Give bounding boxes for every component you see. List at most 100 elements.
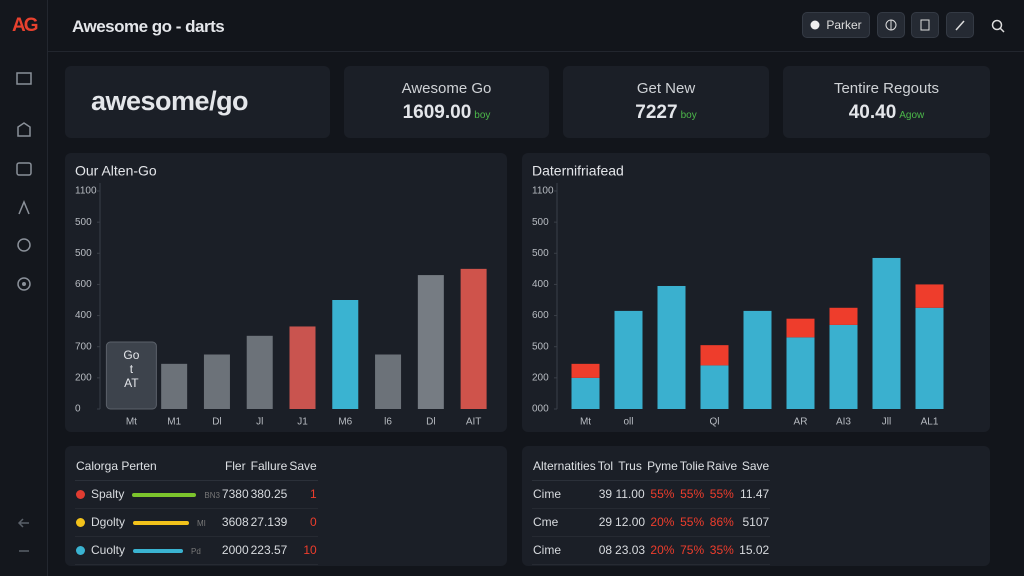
header-cell: Raive: [705, 452, 739, 481]
status-dot: [76, 490, 85, 500]
chart: Daternifriafead 000 200 500 600 400 500 500 1100…: [532, 163, 944, 428]
table-header: Alternatities Tol Trus Pyme Tolie Raive Save: [532, 452, 771, 481]
table-row: Cuolty Pd 2000 223.57 10: [75, 536, 318, 565]
bar: [332, 300, 359, 409]
x-tick-label: Jl: [256, 417, 263, 428]
cell: 55%: [705, 480, 739, 509]
table-row: Cime 39 11.00 55% 55% 55% 11.47: [532, 480, 771, 509]
nav-icon[interactable]: [14, 120, 34, 138]
chart-title: Our Alten-Go: [75, 163, 157, 179]
icon-button[interactable]: [877, 12, 905, 38]
cell: 7380: [220, 480, 250, 509]
icon-button[interactable]: [911, 12, 939, 38]
cell: 08: [596, 536, 615, 565]
bar: [289, 326, 316, 409]
bar: [915, 284, 944, 308]
cell: 29: [596, 508, 615, 537]
header-cell: Fler: [220, 452, 250, 481]
sidebar: AG: [0, 0, 48, 576]
search-icon[interactable]: [991, 19, 1005, 33]
x-tick-label: AR: [794, 417, 808, 428]
bar: [872, 257, 901, 409]
y-tick-label: 200: [532, 372, 549, 383]
bar: [700, 365, 729, 409]
bar: [829, 324, 858, 409]
nav-icon[interactable]: [14, 68, 34, 86]
y-tick-label: 000: [532, 404, 549, 415]
icon: [955, 20, 965, 31]
nav-icon[interactable]: [14, 198, 34, 216]
nav-icon[interactable]: [14, 275, 34, 293]
kpi-label: Get New: [636, 80, 696, 97]
cell: 5107: [738, 508, 771, 537]
cell: 35%: [705, 536, 739, 565]
name-cell: Cuolty Pd: [75, 536, 221, 565]
bar-callout: AT: [124, 376, 139, 390]
table-row: Cme 29 12.00 20% 55% 86% 5107: [532, 508, 771, 537]
bar: [700, 345, 729, 366]
nav-icon[interactable]: [14, 542, 34, 560]
kpi-unit: boy: [474, 110, 491, 121]
bar: [417, 275, 444, 409]
button[interactable]: Parker: [802, 12, 870, 38]
cell: Cime: [532, 480, 597, 509]
kpi-label: Tentire Regouts: [833, 80, 940, 97]
bar: [614, 310, 643, 409]
nav-icon[interactable]: [14, 160, 34, 178]
progress-bar: [133, 548, 184, 553]
table-panel: Calorga Perten Fler Fallure Save Spalty BN3 73…: [65, 446, 507, 566]
table-row: Cime 08 23.03 20% 75% 35% 15.02: [532, 536, 771, 565]
bar: [786, 318, 815, 338]
row-name: Spalty: [91, 487, 125, 501]
y-tick-label: 600: [532, 310, 549, 321]
x-tick-label: Jll: [882, 417, 891, 428]
y-tick-label: 0: [75, 404, 81, 415]
chart-title: Daternifriafead: [532, 163, 624, 179]
bar-callout: t: [130, 362, 134, 376]
nav-icon[interactable]: [14, 514, 34, 532]
topbar: Awesome go - darts Parker: [48, 0, 1024, 52]
x-tick-label: Mt: [580, 417, 591, 428]
cell: 55%: [646, 480, 679, 509]
cell: 12.00: [614, 508, 647, 537]
cell: 3608: [220, 508, 250, 537]
cell: 0: [288, 508, 318, 537]
app-title: Awesome go - darts: [72, 17, 225, 36]
bar: [460, 268, 487, 409]
y-tick-label: 500: [532, 217, 549, 228]
x-tick-label: M1: [167, 417, 181, 428]
cell: 11.00: [614, 480, 647, 509]
button-label: Parker: [826, 18, 862, 32]
bar: [105, 341, 157, 410]
cell: 2000: [220, 536, 250, 565]
icon: [920, 19, 930, 31]
cell: 20%: [646, 508, 679, 537]
row-tag: Pd: [191, 547, 201, 556]
progress-bar: [132, 492, 197, 497]
kpi-value: 1609.00 boy: [344, 102, 549, 124]
icon-button[interactable]: [946, 12, 974, 38]
chart-panel: Daternifriafead 000 200 500 600 400 500 500 1100…: [522, 153, 990, 432]
header-cell: Trus: [614, 452, 647, 481]
bar: [657, 285, 686, 409]
row-tag: BN3: [204, 491, 220, 500]
bar: [246, 335, 273, 409]
header-cell: Calorga Perten: [75, 452, 221, 481]
kpi-card: Awesome Go 1609.00 boy: [344, 66, 549, 138]
bar: [571, 377, 600, 409]
kpi-number: 7227: [635, 102, 678, 123]
logo: AG: [12, 15, 38, 36]
kpi-unit: Agow: [899, 110, 925, 121]
y-tick-label: 400: [75, 310, 92, 321]
y-tick-label: 400: [532, 279, 549, 290]
cell: 20%: [646, 536, 679, 565]
chart-panel: Our Alten-Go 0 200 700 400 600 500 500 1100 Mt Go t…: [65, 153, 507, 432]
nav-icon[interactable]: [14, 236, 34, 254]
x-tick-label: Ql: [710, 417, 720, 428]
kpi-card: Get New 7227 boy: [563, 66, 769, 138]
y-tick-label: 700: [75, 341, 92, 352]
bar-callout: Go: [123, 348, 139, 362]
cell: 11.47: [738, 480, 771, 509]
icon: [810, 20, 820, 30]
